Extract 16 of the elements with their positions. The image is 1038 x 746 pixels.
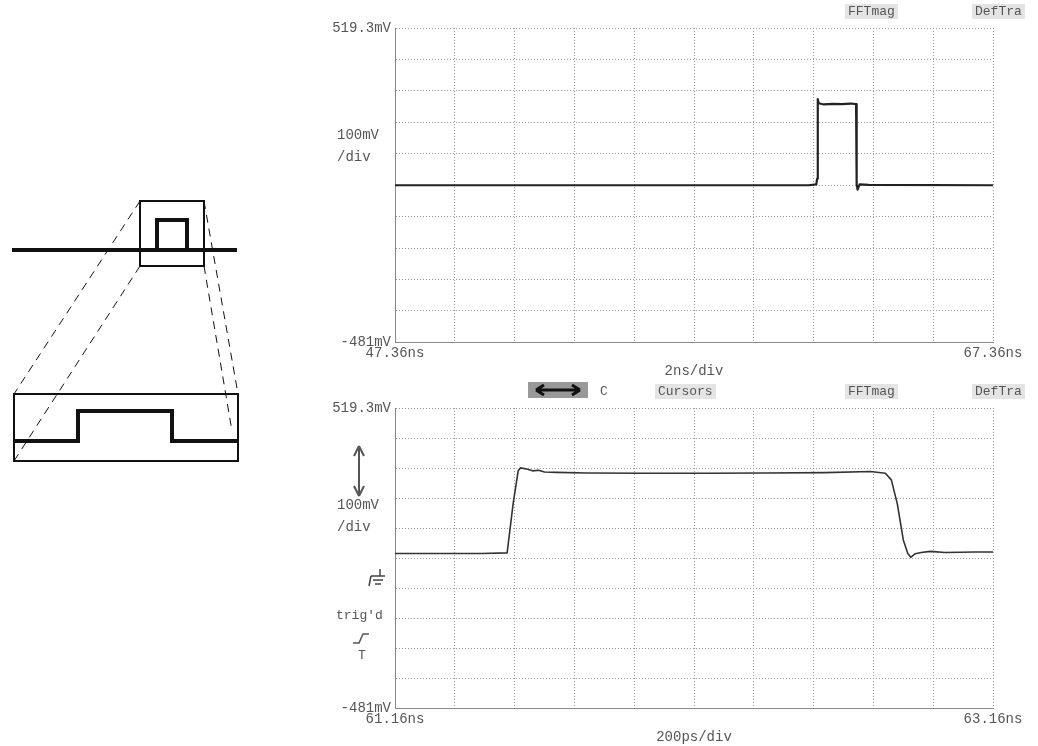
y-axis-title: 100mV/div — [337, 496, 380, 537]
text: DefTra — [972, 4, 1025, 19]
text: FFTmag — [845, 4, 898, 19]
x-axis-title: 200ps/div — [656, 729, 732, 746]
text: Cursors — [655, 384, 716, 399]
text: trig'd — [336, 608, 383, 623]
y-tick-label: 519.3mV — [332, 399, 392, 416]
x-axis-title: 2ns/div — [664, 363, 724, 380]
text: DefTra — [972, 384, 1025, 399]
x-tick-label: 67.36ns — [963, 344, 1023, 361]
y-tick-label: 519.3mV — [332, 19, 392, 36]
y-axis-title: 100mV/div — [337, 126, 380, 167]
x-tick-label: 63.16ns — [963, 710, 1023, 727]
text: T — [358, 648, 366, 663]
text: FFTmag — [845, 384, 898, 399]
text: C — [600, 384, 608, 399]
